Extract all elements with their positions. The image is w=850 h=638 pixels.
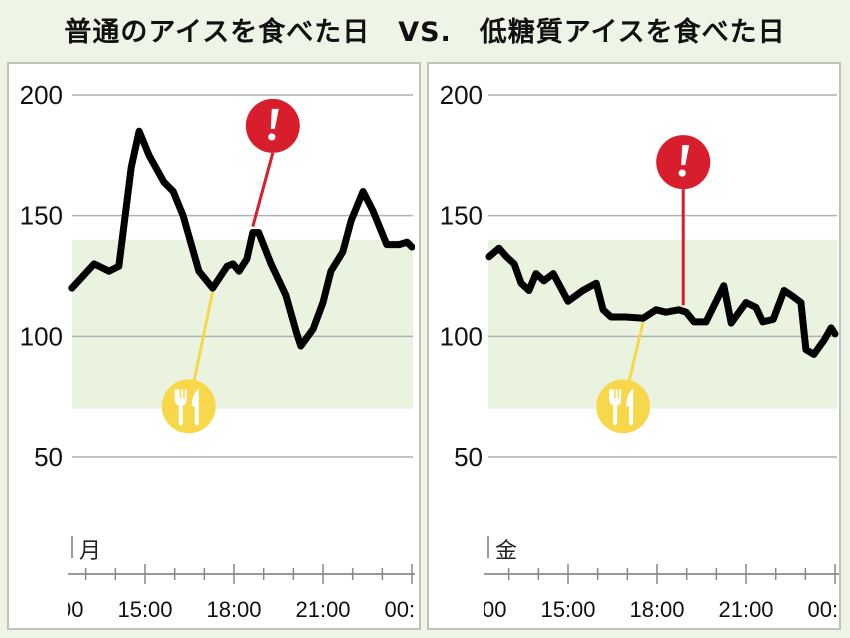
y-tick-label: 200 xyxy=(20,80,63,110)
y-tick-label: 100 xyxy=(20,321,63,351)
y-tick-label: 150 xyxy=(20,201,63,231)
x-tick-label: 21:00 xyxy=(295,597,350,622)
x-tick-label: 12:00 xyxy=(451,597,506,622)
exclamation-dot xyxy=(268,133,276,141)
x-tick-label: 18:00 xyxy=(629,597,684,622)
fork-shape xyxy=(174,389,187,426)
target-range-band xyxy=(488,239,837,409)
glucose-line xyxy=(485,244,839,358)
knife-shape xyxy=(626,388,634,426)
x-tick-labels: 12:00 15:00 18:00 21:00 00:00 xyxy=(451,597,839,622)
exclamation-bar xyxy=(270,108,279,129)
x-tick-label: 12:00 xyxy=(28,597,83,622)
exclamation-bar xyxy=(681,145,690,166)
day-label: 月 xyxy=(79,539,101,564)
y-tick-label: 200 xyxy=(440,80,483,110)
x-tick-label: 00:00 xyxy=(384,597,419,622)
x-tick-label: 15:00 xyxy=(117,597,172,622)
exclamation-icon xyxy=(245,98,300,153)
x-tick-label: 18:00 xyxy=(206,597,261,622)
fork-knife-icon xyxy=(161,379,216,434)
y-tick-label: 150 xyxy=(440,201,483,231)
fork-shape xyxy=(609,389,622,426)
chart-svg: 200 150 100 50 12:00 15:00 18:00 21:00 00:00 金 xyxy=(440,80,839,622)
chart-panel-regular-ice: 200 150 100 50 12:00 15:00 18:00 21:00 00:00 月 xyxy=(7,62,421,630)
y-tick-label: 50 xyxy=(454,442,483,472)
chart-svg: 200 150 100 50 12:00 15:00 18:00 21:00 00:00 月 xyxy=(20,80,419,622)
x-tick-label: 15:00 xyxy=(540,597,595,622)
meal-marker-circle xyxy=(596,379,651,434)
y-tick-label: 100 xyxy=(440,321,483,351)
exclamation-icon xyxy=(656,135,711,190)
alert-marker-line xyxy=(251,152,275,227)
x-tick-label: 00:00 xyxy=(807,597,839,622)
fork-knife-icon xyxy=(596,379,651,434)
day-label: 金 xyxy=(495,539,517,564)
knife-shape xyxy=(191,388,199,426)
chart-panel-low-sugar-ice: 200 150 100 50 12:00 15:00 18:00 21:00 00:00 金 xyxy=(427,62,841,630)
exclamation-dot xyxy=(678,169,686,177)
chart-title: 普通のアイスを食べた日 VS. 低糖質アイスを食べた日 xyxy=(64,17,786,48)
meal-marker-circle xyxy=(161,379,216,434)
x-tick-label: 21:00 xyxy=(718,597,773,622)
x-tick-labels: 12:00 15:00 18:00 21:00 00:00 xyxy=(28,597,419,622)
y-tick-label: 50 xyxy=(34,442,63,472)
